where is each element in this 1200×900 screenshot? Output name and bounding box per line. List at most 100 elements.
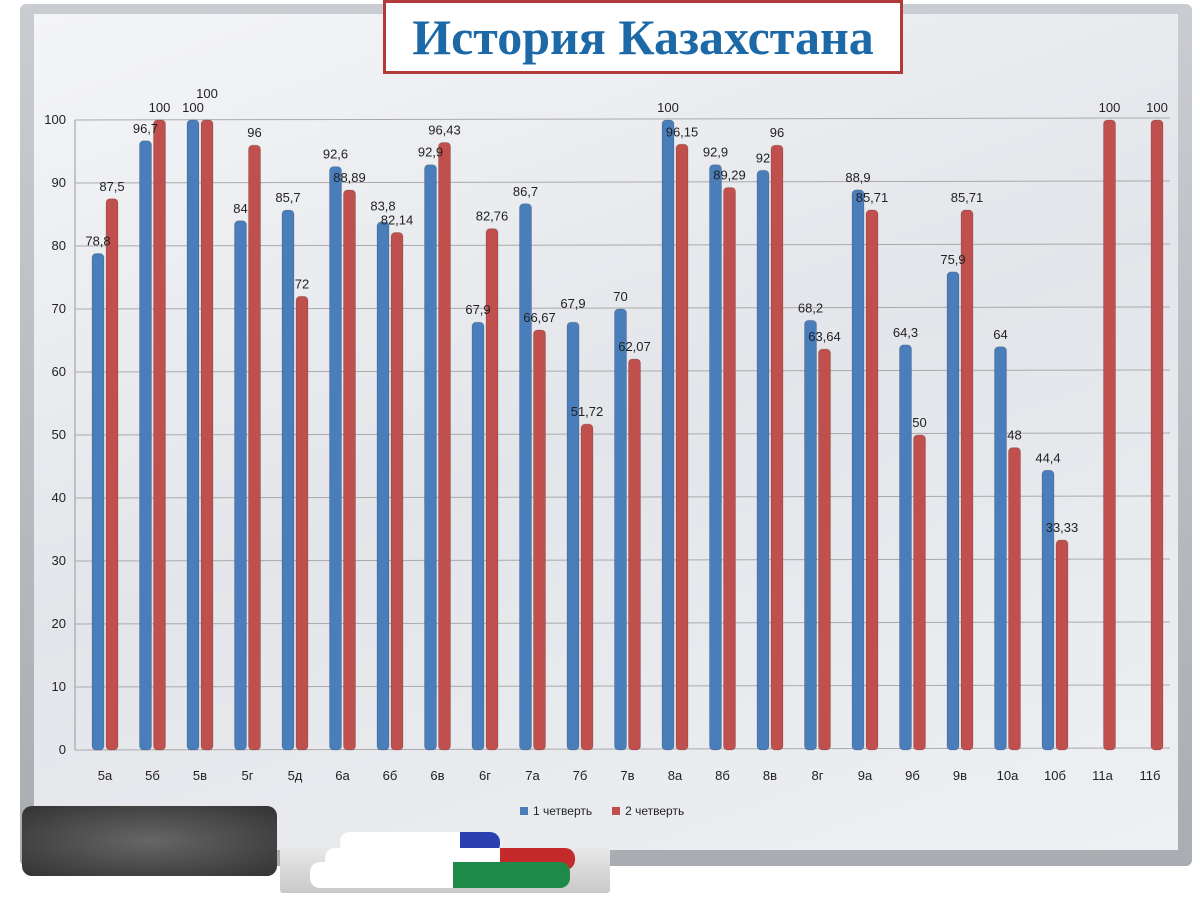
bar-2-8в bbox=[770, 144, 784, 751]
green-marker-image bbox=[310, 862, 570, 888]
bar-2-5г bbox=[248, 144, 261, 751]
legend-item-series-1: 1 четверть bbox=[520, 804, 592, 818]
legend-label: 2 четверть bbox=[625, 804, 685, 818]
bar-1-6г bbox=[471, 321, 485, 751]
bar-2-10а bbox=[1008, 447, 1021, 751]
data-label: 48 bbox=[1007, 428, 1021, 443]
bar-1-6в bbox=[424, 164, 437, 751]
data-label: 96 bbox=[247, 125, 261, 140]
bar-2-8г bbox=[818, 348, 831, 751]
bar-2-7в bbox=[628, 358, 641, 751]
legend-swatch-blue bbox=[520, 807, 528, 815]
bar-2-5а bbox=[105, 198, 119, 751]
data-label: 89,29 bbox=[713, 167, 746, 182]
bar-1-7в bbox=[614, 308, 627, 751]
data-label: 88,9 bbox=[845, 170, 870, 185]
data-label: 92,9 bbox=[703, 145, 728, 160]
bar-2-10б bbox=[1055, 539, 1069, 751]
x-tick-label: 9в bbox=[953, 768, 967, 783]
data-label: 82,14 bbox=[381, 213, 414, 228]
gridline bbox=[74, 117, 1171, 121]
bar-1-7б bbox=[566, 321, 580, 751]
bar-1-9а bbox=[851, 189, 865, 751]
data-label: 70 bbox=[613, 289, 627, 304]
x-tick-label: 9б bbox=[905, 768, 920, 783]
data-label: 67,9 bbox=[465, 302, 490, 317]
x-tick-label: 5г bbox=[242, 768, 254, 783]
data-label: 64 bbox=[993, 327, 1007, 342]
bar-2-5д bbox=[295, 295, 309, 751]
bar-1-5г bbox=[234, 220, 247, 751]
bar-1-8г bbox=[804, 319, 817, 751]
data-label: 62,07 bbox=[618, 339, 651, 354]
y-tick-label: 0 bbox=[59, 742, 66, 757]
data-label: 51,72 bbox=[571, 404, 604, 419]
data-label: 63,64 bbox=[808, 329, 841, 344]
data-label: 67,9 bbox=[560, 296, 585, 311]
bar-2-8б bbox=[723, 186, 736, 751]
x-tick-label: 7а bbox=[525, 768, 540, 783]
bar-2-6г bbox=[485, 228, 499, 751]
bar-1-5д bbox=[281, 209, 295, 751]
data-label: 100 bbox=[1146, 100, 1168, 115]
data-label: 85,71 bbox=[856, 190, 889, 205]
gridline bbox=[74, 180, 1171, 184]
bar-2-7а bbox=[533, 329, 546, 751]
title-box: История Казахстана bbox=[383, 0, 903, 74]
bar-2-11а bbox=[1103, 119, 1116, 751]
data-label: 96,7 bbox=[133, 121, 158, 136]
bar-1-9б bbox=[899, 344, 912, 751]
data-label: 100 bbox=[182, 100, 204, 115]
y-tick-label: 40 bbox=[52, 490, 66, 505]
y-tick-label: 90 bbox=[52, 175, 66, 190]
bar-2-11б bbox=[1150, 119, 1164, 751]
data-label: 100 bbox=[149, 100, 171, 115]
bar-1-10б bbox=[1041, 469, 1055, 751]
y-tick-label: 70 bbox=[52, 301, 66, 316]
data-label: 84 bbox=[233, 201, 247, 216]
data-label: 86,7 bbox=[513, 184, 538, 199]
data-label: 100 bbox=[1099, 100, 1121, 115]
y-tick-label: 100 bbox=[44, 112, 66, 127]
x-tick-label: 8в bbox=[763, 768, 777, 783]
legend: 1 четверть 2 четверть bbox=[520, 804, 684, 818]
y-tick-label: 20 bbox=[52, 616, 66, 631]
data-label: 83,8 bbox=[370, 199, 395, 214]
whiteboard bbox=[34, 14, 1178, 850]
y-tick-label: 50 bbox=[52, 427, 66, 442]
bar-2-6а bbox=[343, 189, 356, 751]
data-label: 85,7 bbox=[275, 190, 300, 205]
data-label: 100 bbox=[196, 86, 218, 101]
bar-2-6б bbox=[390, 232, 404, 751]
eraser-image bbox=[22, 806, 277, 876]
x-tick-label: 7в bbox=[620, 768, 634, 783]
bar-1-6б bbox=[376, 221, 390, 751]
bar-1-8б bbox=[709, 164, 722, 751]
bar-1-7а bbox=[519, 203, 532, 751]
data-label: 96,43 bbox=[428, 122, 461, 137]
data-label: 44,4 bbox=[1035, 450, 1060, 465]
y-tick-label: 10 bbox=[52, 679, 66, 694]
bar-2-7б bbox=[580, 423, 594, 751]
bar-1-10а bbox=[994, 346, 1007, 751]
bar-2-5в bbox=[200, 119, 214, 751]
x-tick-label: 7б bbox=[573, 768, 588, 783]
bar-1-5б bbox=[139, 140, 152, 751]
data-label: 33,33 bbox=[1046, 520, 1079, 535]
x-tick-label: 10б bbox=[1044, 768, 1066, 783]
bar-2-9в bbox=[960, 209, 974, 751]
data-label: 75,9 bbox=[940, 252, 965, 267]
y-tick-label: 30 bbox=[52, 553, 66, 568]
bar-1-5в bbox=[186, 119, 200, 751]
data-label: 78,8 bbox=[85, 234, 110, 249]
data-label: 72 bbox=[295, 276, 309, 291]
data-label: 85,71 bbox=[951, 190, 984, 205]
bar-2-6в bbox=[438, 141, 451, 751]
data-label: 64,3 bbox=[893, 325, 918, 340]
bar-1-5а bbox=[91, 253, 105, 751]
bar-1-6а bbox=[329, 166, 342, 751]
x-tick-label: 5б bbox=[145, 768, 160, 783]
bar-1-9в bbox=[946, 271, 960, 751]
bar-2-5б bbox=[153, 119, 166, 751]
data-label: 82,76 bbox=[476, 209, 509, 224]
